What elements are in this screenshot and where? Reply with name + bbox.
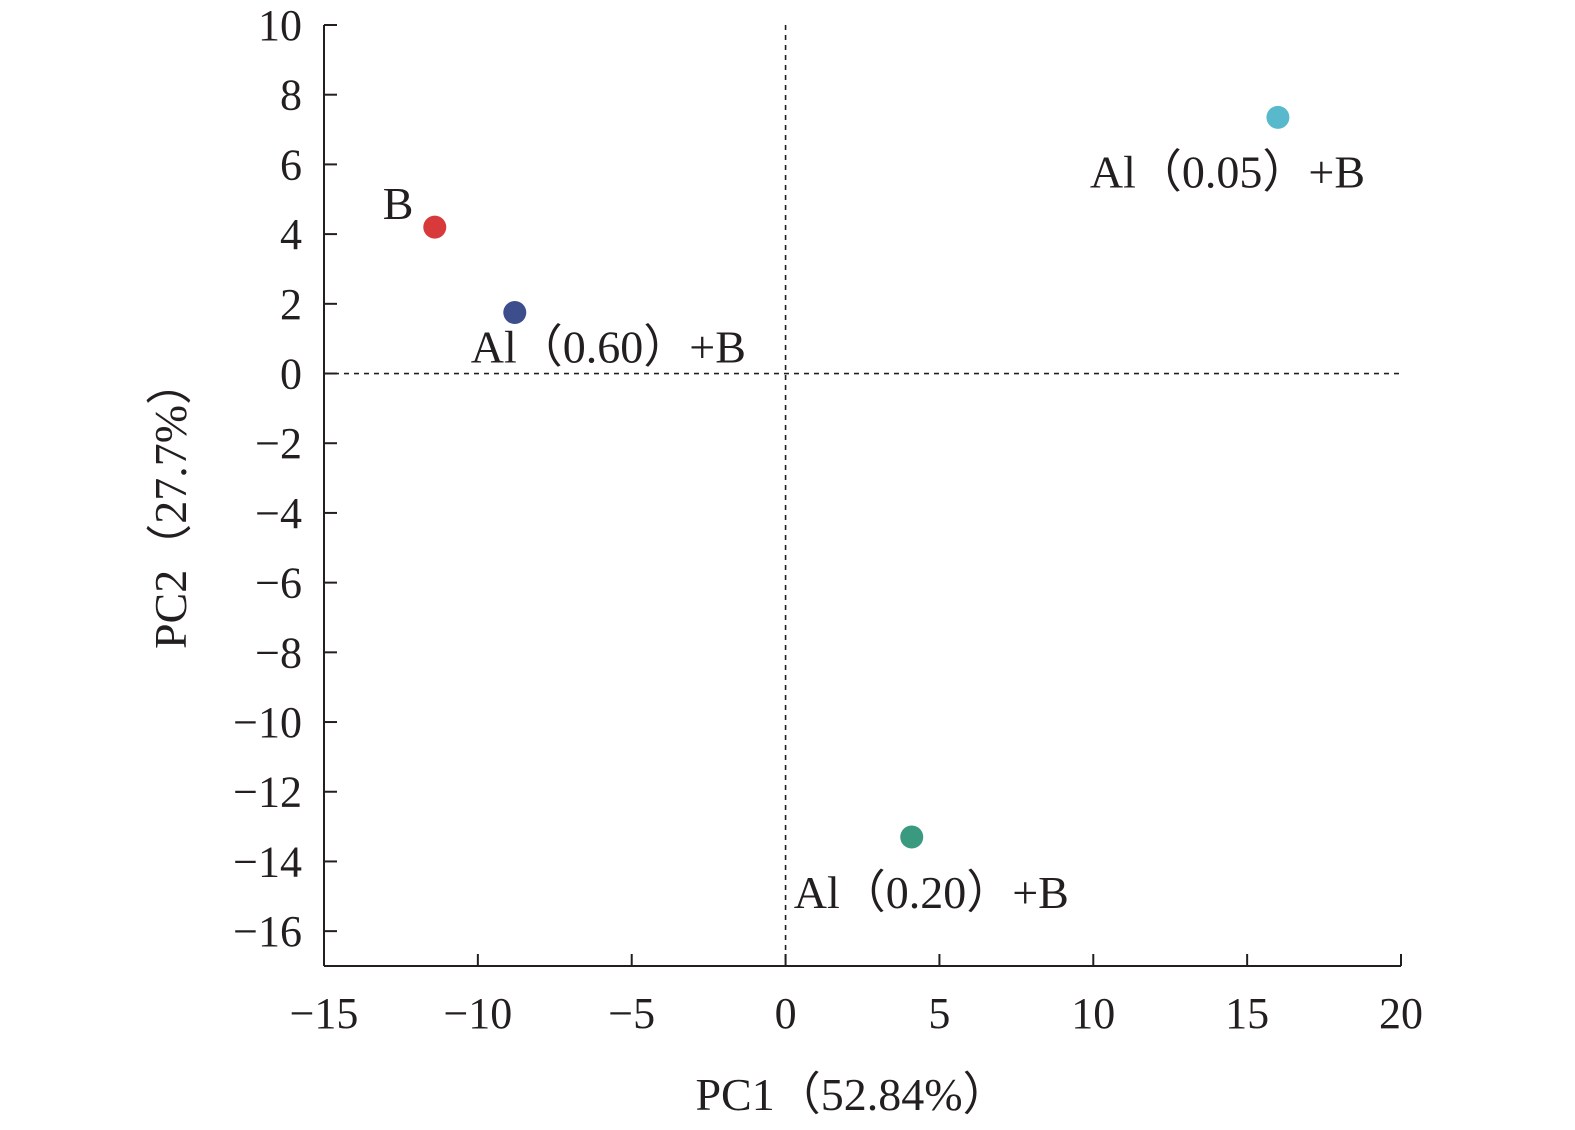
x-tick-label: 15 [1225, 989, 1269, 1038]
x-axis-title: PC1（52.84%） [695, 1069, 1008, 1120]
y-tick-label: 2 [280, 280, 302, 329]
x-tick-label: 0 [775, 989, 797, 1038]
y-tick-label: −6 [255, 559, 302, 608]
x-axis-ticks: −15 −10 −5 0 5 10 15 20 [290, 954, 1423, 1038]
scatter-point [1266, 105, 1290, 129]
y-tick-label: 0 [280, 350, 302, 399]
scatter-point-label: Al（0.60）+B [471, 322, 746, 373]
scatter-point-label: B [383, 178, 414, 229]
reference-lines [324, 25, 1401, 966]
scatter-point [900, 825, 924, 849]
y-axis-title: PC2（27.7%） [145, 359, 196, 649]
data-points [423, 105, 1290, 849]
axes [323, 25, 1401, 967]
x-tick-label: −15 [290, 989, 359, 1038]
x-tick-label: 20 [1379, 989, 1423, 1038]
x-tick-label: 10 [1071, 989, 1115, 1038]
scatter-point-label: Al（0.20）+B [794, 867, 1069, 918]
y-tick-label: −4 [255, 489, 302, 538]
y-tick-label: 6 [280, 140, 302, 189]
y-tick-label: −10 [233, 698, 302, 747]
scatter-point [423, 215, 447, 239]
y-tick-label: 4 [280, 210, 302, 259]
data-point-labels: B Al（0.60）+B Al（0.05）+B Al（0.20）+B [383, 146, 1365, 918]
scatter-point [503, 301, 527, 325]
x-tick-label: −10 [443, 989, 512, 1038]
y-tick-label: −14 [233, 837, 302, 886]
y-tick-label: −8 [255, 628, 302, 677]
y-tick-label: −12 [233, 768, 302, 817]
scatter-point-label: Al（0.05）+B [1090, 146, 1365, 197]
y-tick-label: 8 [280, 71, 302, 120]
x-tick-label: 5 [928, 989, 950, 1038]
y-axis-ticks: 10 8 6 4 2 0 −2 −4 −6 −8 −10 −12 −14 −16 [233, 1, 337, 956]
y-tick-label: −2 [255, 419, 302, 468]
y-tick-label: −16 [233, 907, 302, 956]
x-tick-label: −5 [608, 989, 655, 1038]
y-tick-label: 10 [258, 1, 302, 50]
